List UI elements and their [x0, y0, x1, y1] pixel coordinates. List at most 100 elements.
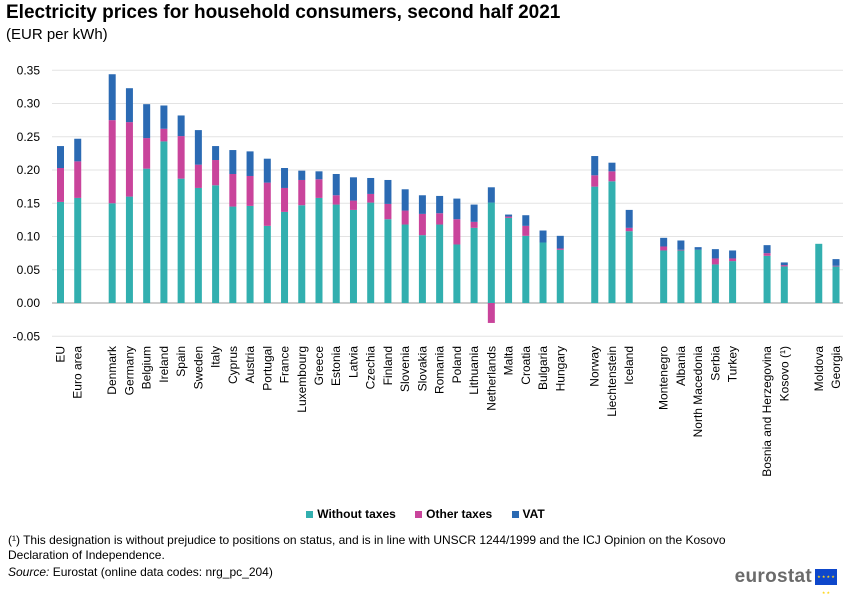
bar-segment — [470, 204, 478, 222]
bar-segment — [332, 204, 340, 303]
bar-segment — [591, 175, 599, 187]
bar-segment — [436, 224, 444, 303]
chart-subtitle: (EUR per kWh) — [6, 26, 108, 43]
x-category-label: Czechia — [364, 346, 378, 390]
bar-segment — [384, 179, 392, 204]
x-category-label: Liechtenstein — [605, 346, 619, 417]
source-text: Eurostat (online data codes: nrg_pc_204) — [52, 565, 273, 579]
bar-segment — [763, 245, 771, 254]
x-category-label: Luxembourg — [295, 346, 309, 413]
x-category-label: Montenegro — [657, 346, 671, 410]
x-category-label: Netherlands — [484, 346, 498, 411]
bar-segment — [108, 203, 116, 303]
bar-segment — [522, 225, 530, 236]
bar-segment — [57, 146, 64, 169]
x-axis-category-labels: EU Euro area Denmark Germany Belgium Ireland S… — [54, 345, 844, 477]
bar-segment — [143, 104, 151, 139]
bar-segment — [229, 150, 237, 174]
y-tick-label: 0.30 — [17, 97, 41, 111]
x-category-label: Croatia — [519, 346, 533, 385]
bar-segment — [539, 230, 547, 243]
bar-segment — [74, 138, 82, 162]
bar-segment — [160, 128, 168, 142]
x-category-label: Poland — [450, 346, 464, 383]
eurostat-logo: eurostat ★ ★ ★ ★ ★ ★ — [734, 566, 837, 595]
bar-segment — [315, 171, 323, 180]
bar-segment — [677, 249, 685, 251]
x-category-label: Hungary — [553, 346, 567, 391]
x-category-label: Serbia — [708, 346, 722, 381]
x-category-label: Slovakia — [415, 346, 429, 392]
bar-segment — [298, 170, 306, 180]
y-tick-label: -0.05 — [13, 329, 41, 343]
bar-segment — [367, 177, 375, 194]
bar-segment — [263, 225, 271, 303]
bar-segment — [711, 258, 719, 265]
bar-segment — [143, 168, 151, 303]
logo-text: eurostat — [734, 566, 812, 587]
bar-segment — [660, 237, 668, 247]
bar-segment — [177, 136, 185, 179]
bar-segment — [315, 179, 323, 198]
x-category-label: Denmark — [105, 345, 119, 395]
bar-segment — [212, 185, 220, 303]
bar-segment — [332, 195, 340, 205]
source-label: Source: — [8, 565, 50, 579]
bar-segment — [246, 175, 254, 206]
bar-segment — [763, 255, 771, 303]
x-category-label: Greece — [312, 346, 326, 386]
x-category-label: Lithuania — [467, 346, 481, 395]
bar-segment — [505, 216, 513, 218]
bar-segment — [556, 248, 564, 250]
y-tick-label: 0.00 — [17, 296, 41, 310]
y-tick-label: 0.20 — [17, 163, 41, 177]
bar-segment — [401, 224, 409, 303]
bar-segment — [711, 264, 719, 303]
bar-segment — [832, 266, 840, 303]
bar-segment — [453, 244, 461, 303]
y-tick-label: 0.15 — [17, 196, 41, 210]
bar-segment — [332, 173, 340, 196]
bar-segment — [125, 88, 133, 123]
bar-segment — [608, 162, 616, 172]
bar-segment — [711, 249, 719, 259]
x-category-label: Moldova — [812, 346, 826, 392]
bar-segment — [625, 209, 633, 228]
bar-segment — [729, 258, 737, 262]
bar-segment — [556, 235, 564, 249]
source-line: Source: Eurostat (online data codes: nrg… — [8, 565, 273, 579]
y-tick-label: 0.35 — [17, 63, 41, 77]
bar-segment — [729, 261, 737, 303]
bar-segment — [349, 200, 357, 210]
bar-segment — [263, 182, 271, 226]
bar-segment — [694, 249, 702, 303]
x-category-label: Latvia — [346, 346, 360, 378]
bar-segment — [625, 227, 633, 232]
bar-segment — [125, 122, 133, 197]
x-category-label: Finland — [381, 346, 395, 385]
bar-segment — [108, 120, 116, 204]
x-category-label: Malta — [502, 346, 516, 376]
x-category-label: Turkey — [726, 346, 740, 382]
bar-segment — [453, 219, 461, 245]
bar-segment — [74, 161, 82, 198]
bar-segment — [539, 242, 547, 303]
bar-segment — [591, 156, 599, 176]
bar-segment — [487, 303, 495, 323]
bar-segment — [401, 189, 409, 211]
bar-segment — [212, 160, 220, 186]
bar-segment — [522, 235, 530, 303]
bar-segment — [246, 205, 254, 303]
x-category-label: Germany — [122, 346, 136, 395]
bar-segment — [57, 201, 64, 303]
bar-segment — [281, 168, 289, 188]
chart-title: Electricity prices for household consume… — [6, 2, 561, 23]
bar-segment — [660, 250, 668, 303]
bar-segment — [418, 235, 426, 303]
legend: Without taxes Other taxes VAT — [0, 507, 851, 521]
x-category-label: Slovenia — [398, 346, 412, 392]
bar-segment — [815, 243, 823, 303]
bar-segment — [125, 196, 133, 303]
bar-segment — [367, 193, 375, 203]
bar-segment — [608, 181, 616, 303]
